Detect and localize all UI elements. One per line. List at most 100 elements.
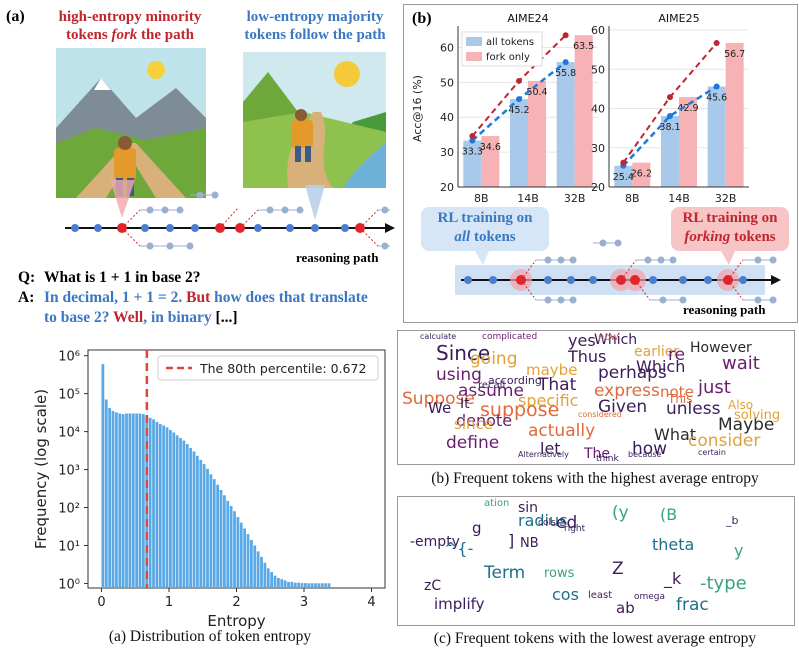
- x-tick-label: 32B: [715, 192, 737, 205]
- histogram-bar: [314, 583, 317, 588]
- histogram-bar: [142, 414, 145, 588]
- x-tick-label: 2: [232, 595, 240, 610]
- bar-value-label: 55.8: [555, 68, 576, 79]
- fork-heading-part: the path: [137, 27, 194, 43]
- bar-value-label: 45.2: [508, 105, 529, 116]
- path-label-b: reasoning path: [683, 302, 766, 317]
- x-tick-label: 3: [300, 595, 308, 610]
- wordcloud-token: ation: [484, 498, 510, 509]
- wordcloud-token: since: [454, 415, 493, 433]
- fork-heading-line2: tokens fork the path: [30, 26, 230, 44]
- wordcloud-token: omega: [634, 592, 666, 602]
- histogram-bar: [115, 412, 118, 588]
- follow-path-illustration: [243, 52, 386, 188]
- wordcloud-token: Alternatively: [518, 450, 569, 459]
- wordcloud-token: earlier: [634, 344, 680, 360]
- wordcloud-token: because: [628, 450, 662, 459]
- wordcloud-token: radius: [518, 511, 568, 530]
- histogram-bar: [179, 437, 182, 588]
- wordcloud-token: That: [538, 375, 577, 395]
- wordcloud-token: certain: [698, 448, 726, 457]
- histogram-bar: [185, 444, 189, 588]
- histogram-bar: [212, 479, 216, 588]
- wordcloud-token: (B: [660, 505, 678, 524]
- wordcloud-token: y: [734, 541, 744, 560]
- caption-b: (b) Frequent tokens with the highest ave…: [431, 470, 759, 487]
- answer-row: A: In decimal, 1 + 1 = 2. But how does th…: [18, 288, 368, 308]
- bar-fork-only: [481, 136, 500, 187]
- histogram-bar: [169, 430, 172, 588]
- follow-heading-line2: tokens follow the path: [244, 27, 386, 43]
- rl-all-emph: all: [454, 229, 471, 245]
- wordcloud-low-entropy: Term cos frac -type theta radius implify -empty…: [397, 496, 795, 626]
- wordcloud-token: solving: [734, 408, 781, 423]
- y-tick-label: 10⁰: [58, 577, 80, 592]
- wordcloud-token: note: [660, 383, 694, 401]
- wordcloud-token: complicated: [482, 332, 538, 342]
- y-tick-label: 60: [591, 24, 605, 37]
- bar-value-label: 26.2: [631, 169, 652, 180]
- histogram-bar: [145, 415, 149, 588]
- wordcloud-token: using: [436, 365, 482, 385]
- wordcloud-token: going: [470, 349, 518, 369]
- histogram-bar: [300, 583, 304, 588]
- wordcloud-token: least: [588, 590, 613, 601]
- histogram-bar: [256, 551, 260, 588]
- wordcloud-token: Also: [728, 398, 754, 412]
- trend-line-all: [622, 85, 718, 167]
- histogram-bar: [135, 413, 139, 588]
- a-label: A:: [18, 289, 35, 306]
- path-arrow-icon: [385, 223, 395, 233]
- histogram-bar: [223, 495, 226, 588]
- wordcloud-token: how: [632, 439, 668, 459]
- entropy-histogram: 10⁰ 10¹ 10² 10³ 10⁴ 10⁵ 10⁶ 0 1 2 3 4 The 80th perce…: [32, 349, 386, 630]
- histogram-bar: [111, 410, 115, 588]
- bar-all-tokens: [510, 99, 528, 187]
- wordcloud-token: Maybe: [718, 415, 775, 435]
- legend-label: The 80th percentile: 0.672: [199, 361, 366, 376]
- rl-all-tail: tokens: [470, 229, 516, 245]
- histogram-bar: [324, 583, 328, 588]
- x-tick-label: 14B: [517, 192, 539, 205]
- histogram-bar: [270, 572, 274, 588]
- question-row: Q: What is 1 + 1 in base 2?: [18, 268, 368, 288]
- y-tick-label: 10²: [58, 502, 80, 517]
- histogram-bar: [226, 500, 230, 588]
- wordcloud-token: rows: [544, 566, 575, 581]
- x-tick-label: 0: [97, 595, 105, 610]
- legend-box: [157, 355, 379, 381]
- answer-fork-word: But: [186, 289, 211, 306]
- rl-all-line2: all tokens: [421, 228, 549, 247]
- histogram-bar: [209, 474, 213, 588]
- wordcloud-token: define: [446, 433, 500, 453]
- wordcloud-token: What: [654, 425, 697, 444]
- histogram-bar: [236, 517, 240, 588]
- wordcloud-token: zC: [424, 578, 442, 594]
- histogram-bar: [246, 534, 250, 588]
- wordcloud-token: recall: [478, 380, 506, 391]
- histogram-bar: [125, 413, 128, 588]
- x-tick-label: 1: [165, 595, 173, 610]
- x-tick-label: 4: [367, 595, 375, 610]
- wordcloud-token: Z: [612, 559, 624, 579]
- reasoning-path-diagram-a: [65, 180, 395, 250]
- bar-fork-only: [725, 42, 744, 187]
- wordcloud-token: Thus: [568, 347, 607, 366]
- rl-fork-callout: [671, 207, 789, 251]
- histogram-bar: [165, 427, 169, 588]
- answer-text: how does that translate: [210, 289, 368, 306]
- histogram-bar: [152, 419, 155, 588]
- wordcloud-token: Suppose: [402, 389, 475, 409]
- trend-point-fork: [562, 32, 569, 39]
- y-tick-label: 50: [440, 76, 454, 89]
- wordcloud-token: specific: [518, 391, 579, 410]
- trend-point-all: [469, 137, 476, 144]
- histogram-bar: [199, 459, 203, 588]
- rl-fork-line1: RL training on: [682, 210, 778, 226]
- rl-all-callout: [421, 207, 549, 251]
- wordcloud-token: according: [488, 374, 542, 387]
- x-tick-label: 32B: [564, 192, 586, 205]
- trend-point-fork: [620, 159, 627, 166]
- chart-title: AIME25: [658, 12, 699, 25]
- histogram-bar: [250, 539, 253, 588]
